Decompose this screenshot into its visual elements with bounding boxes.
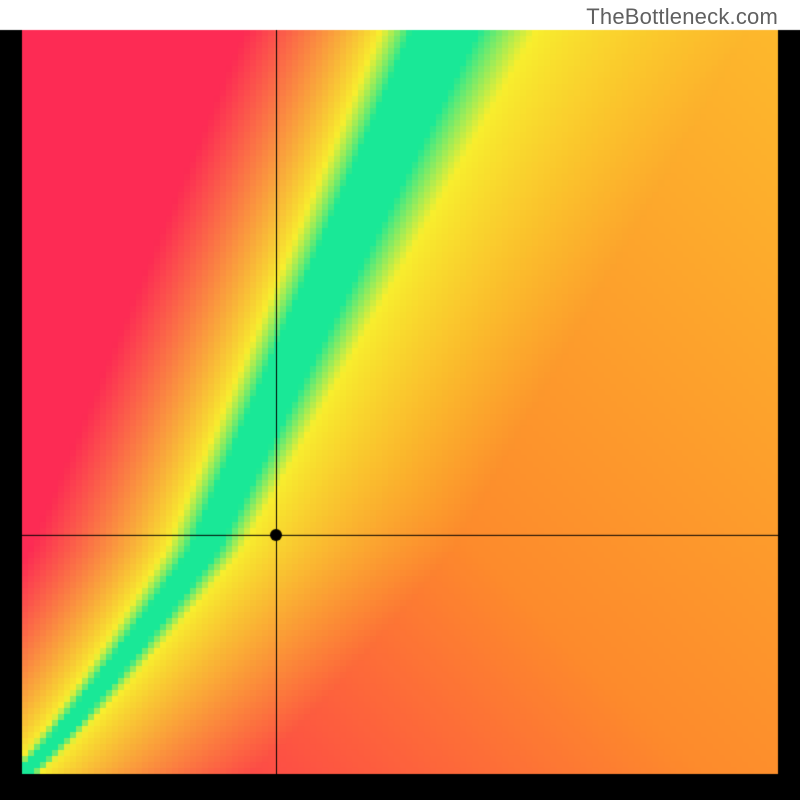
bottleneck-heatmap: [0, 0, 800, 800]
chart-container: TheBottleneck.com: [0, 0, 800, 800]
watermark-text: TheBottleneck.com: [586, 4, 778, 30]
